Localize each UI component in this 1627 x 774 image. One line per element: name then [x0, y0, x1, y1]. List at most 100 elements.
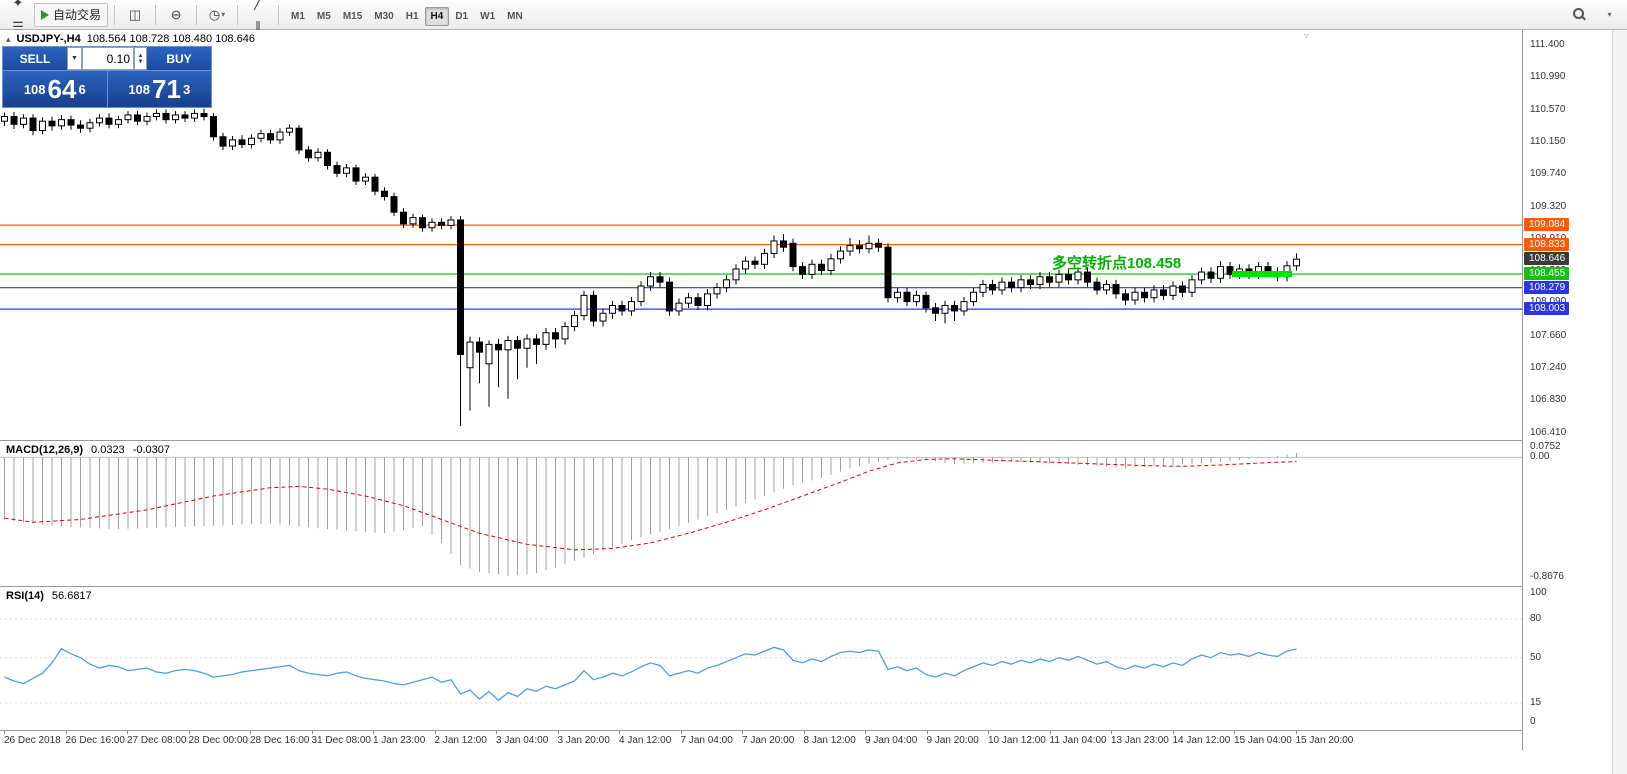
- rsi-scale-label: 100: [1530, 587, 1547, 598]
- buy-price-display[interactable]: 108 71 3: [107, 71, 211, 107]
- time-axis[interactable]: 26 Dec 2018 26 Dec 16:00 27 Dec 08:00 28 De…: [0, 731, 1522, 751]
- periods-dropdown-button[interactable]: ◷ ▾: [203, 3, 231, 27]
- time-axis-label: 15 Jan 04:00: [1234, 735, 1292, 746]
- time-axis-label: 10 Jan 12:00: [988, 735, 1046, 746]
- candlestick-chart-icon: ◫: [128, 6, 142, 22]
- chart-annotation-text[interactable]: 多空转折点108.458: [1052, 254, 1181, 272]
- time-axis-label: 8 Jan 12:00: [803, 735, 856, 746]
- price-line-badge[interactable]: 108.003: [1524, 302, 1570, 316]
- time-axis-tick: [4, 731, 5, 734]
- price-line-badge[interactable]: 108.646: [1524, 252, 1570, 266]
- time-axis-tick: [619, 731, 620, 734]
- macd-histogram: [4, 452, 1297, 577]
- price-line-badge[interactable]: 108.279: [1524, 280, 1570, 294]
- main-toolbar: 单✦☰◉ 自动交易 ▥◫∿ ⊕⊖⊞ ƒ▾◷▾▤▾ ↖⌖|—╱∥≣A⌶➚ M1M5…: [0, 0, 1627, 130]
- chart-scroll-marker-icon[interactable]: ▿: [1304, 31, 1309, 41]
- price-scale-label: 109.740: [1530, 168, 1567, 180]
- time-axis-label: 28 Dec 00:00: [188, 735, 249, 746]
- search-button[interactable]: [1565, 3, 1593, 27]
- rsi-header: RSI(14) 56.6817: [6, 590, 92, 602]
- time-axis-label: 2 Jan 12:00: [434, 735, 487, 746]
- time-axis-tick: [1049, 731, 1051, 734]
- timeframe-button-M1[interactable]: M1: [291, 10, 305, 22]
- price-scale-label: 107.660: [1530, 329, 1567, 341]
- chevron-down-icon: ▾: [1607, 10, 1612, 19]
- timeframe-button-M5[interactable]: M5: [316, 10, 331, 22]
- timeframe-button-M15[interactable]: M15: [342, 10, 363, 22]
- time-axis-tick: [1295, 731, 1297, 734]
- chart-symbol-label: USDJPY-,H4: [16, 33, 81, 45]
- timeframe-button-W1[interactable]: W1: [480, 10, 496, 22]
- chart-profile-button[interactable]: ✦: [4, 0, 32, 15]
- panel-splitter[interactable]: [0, 440, 1612, 441]
- time-axis-label: 11 Jan 04:00: [1049, 735, 1107, 746]
- sell-price-pips: 64: [47, 74, 77, 104]
- price-chart[interactable]: 多空转折点108.458: [0, 30, 1522, 440]
- buy-button[interactable]: BUY: [147, 47, 211, 70]
- time-axis-tick: [65, 731, 67, 734]
- macd-indicator-panel[interactable]: [0, 442, 1522, 586]
- trendline-button[interactable]: ╱: [244, 0, 272, 15]
- horizontal-price-lines[interactable]: [0, 224, 1522, 310]
- search-icon: [1572, 8, 1586, 21]
- macd-signal-line: [4, 458, 1297, 551]
- rsi-indicator-panel[interactable]: [0, 588, 1522, 730]
- time-axis-tick: [557, 731, 559, 734]
- sell-button[interactable]: SELL: [3, 47, 67, 70]
- autotrade-play-icon: [41, 9, 49, 20]
- market-watch-button[interactable]: ☰: [4, 15, 32, 39]
- timeframe-toolbar: M1 M5 M15 M30 H1 H4 D1 W1 MN: [285, 6, 529, 26]
- rsi-scale-label: 50: [1530, 651, 1542, 663]
- autotrade-button[interactable]: 自动交易: [34, 2, 109, 27]
- rsi-label: RSI(14): [6, 590, 44, 602]
- price-line-badge[interactable]: 108.455: [1524, 267, 1570, 280]
- price-line-badge[interactable]: 108.833: [1524, 237, 1570, 251]
- volume-input[interactable]: 0.10: [82, 47, 134, 70]
- time-axis-label: 27 Dec 08:00: [127, 735, 187, 746]
- price-scale-label: 108.090: [1530, 296, 1566, 307]
- buy-price-point: 3: [182, 81, 191, 97]
- channel-button[interactable]: ∥: [244, 15, 272, 39]
- time-axis-tick: [742, 731, 743, 734]
- price-scale-label: 110.570: [1530, 103, 1566, 115]
- candlestick-chart-button[interactable]: ◫: [121, 3, 149, 27]
- one-click-trading-widget: SELL ▼ 0.10 ▲ ▼ BUY 108 64 6 108 71 3: [2, 46, 212, 108]
- timeframe-button-H4[interactable]: H4: [424, 6, 450, 26]
- timeframe-button-H1[interactable]: H1: [405, 10, 419, 22]
- market-watch-icon: ☰: [12, 18, 24, 34]
- sell-price-display[interactable]: 108 64 6: [3, 71, 108, 107]
- time-axis-label: 26 Dec 16:00: [65, 735, 126, 746]
- price-scale-label: 110.150: [1530, 136, 1566, 148]
- price-scale[interactable]: 111.400 110.990 110.570 110.150 109.740 109.3…: [1522, 30, 1612, 750]
- rsi-value: 56.6817: [51, 590, 92, 602]
- candles: [1, 108, 1300, 427]
- macd-scale-label: 0.0752: [1530, 441, 1561, 452]
- rsi-scale-label: 80: [1530, 612, 1542, 624]
- timeframe-button-MN[interactable]: MN: [507, 10, 523, 22]
- timeframe-button-M30[interactable]: M30: [374, 10, 394, 22]
- time-axis-label: 13 Jan 23:00: [1111, 735, 1169, 746]
- stepper-down-icon[interactable]: ▼: [137, 58, 144, 65]
- toolbar-more-button[interactable]: ▾: [1595, 3, 1623, 27]
- volume-stepper[interactable]: ▲ ▼: [134, 47, 147, 70]
- time-axis-label: 14 Jan 12:00: [1172, 735, 1231, 746]
- vertical-scrollbar[interactable]: [1612, 30, 1627, 774]
- price-line-badge[interactable]: 109.084: [1524, 218, 1570, 232]
- zoom-out-icon: ⊖: [170, 6, 182, 22]
- price-scale-label: 111.400: [1530, 39, 1565, 50]
- timeframe-button-D1[interactable]: D1: [455, 10, 469, 22]
- buy-price-base: 108: [128, 81, 151, 97]
- toolbar-separator: [278, 4, 280, 25]
- collapse-quote-panel-icon[interactable]: ▴: [6, 33, 11, 44]
- stepper-up-icon[interactable]: ▲: [137, 52, 144, 59]
- macd-signal-value: -0.0307: [132, 444, 170, 456]
- time-axis-label: 3 Jan 04:00: [496, 735, 549, 746]
- panel-splitter[interactable]: [0, 586, 1612, 587]
- time-axis-label: 7 Jan 20:00: [742, 735, 795, 746]
- time-axis-label: 7 Jan 04:00: [680, 735, 733, 746]
- sell-price-base: 108: [23, 81, 46, 97]
- time-axis-tick: [127, 731, 128, 734]
- zoom-out-button[interactable]: ⊖: [162, 3, 190, 27]
- volume-dropdown-button[interactable]: ▼: [67, 47, 82, 70]
